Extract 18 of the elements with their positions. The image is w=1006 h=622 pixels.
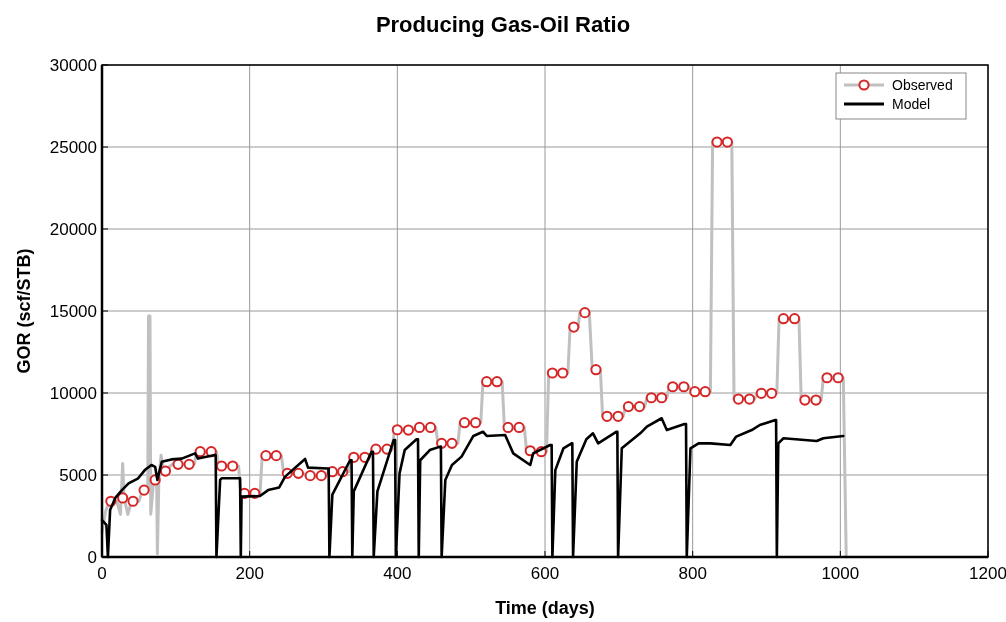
legend-label: Observed [892, 77, 953, 93]
x-axis-title: Time (days) [495, 598, 595, 618]
y-axis-title: GOR (scf/STB) [14, 248, 34, 374]
x-tick-label: 800 [678, 564, 707, 583]
x-tick-label: 1000 [821, 564, 860, 583]
x-tick-label: 400 [383, 564, 412, 583]
y-tick-label: 15000 [49, 302, 97, 321]
y-tick-label: 0 [87, 548, 97, 567]
x-tick-label: 200 [235, 564, 264, 583]
y-tick-label: 5000 [59, 466, 97, 485]
y-tick-label: 30000 [49, 56, 97, 75]
y-tick-label: 10000 [49, 384, 97, 403]
x-tick-label: 1200 [969, 564, 1006, 583]
y-tick-label: 20000 [49, 220, 97, 239]
chart-title: Producing Gas-Oil Ratio [375, 12, 631, 37]
y-tick-label: 25000 [49, 138, 97, 157]
x-tick-label: 600 [530, 564, 560, 583]
legend-label: Model [892, 96, 931, 112]
